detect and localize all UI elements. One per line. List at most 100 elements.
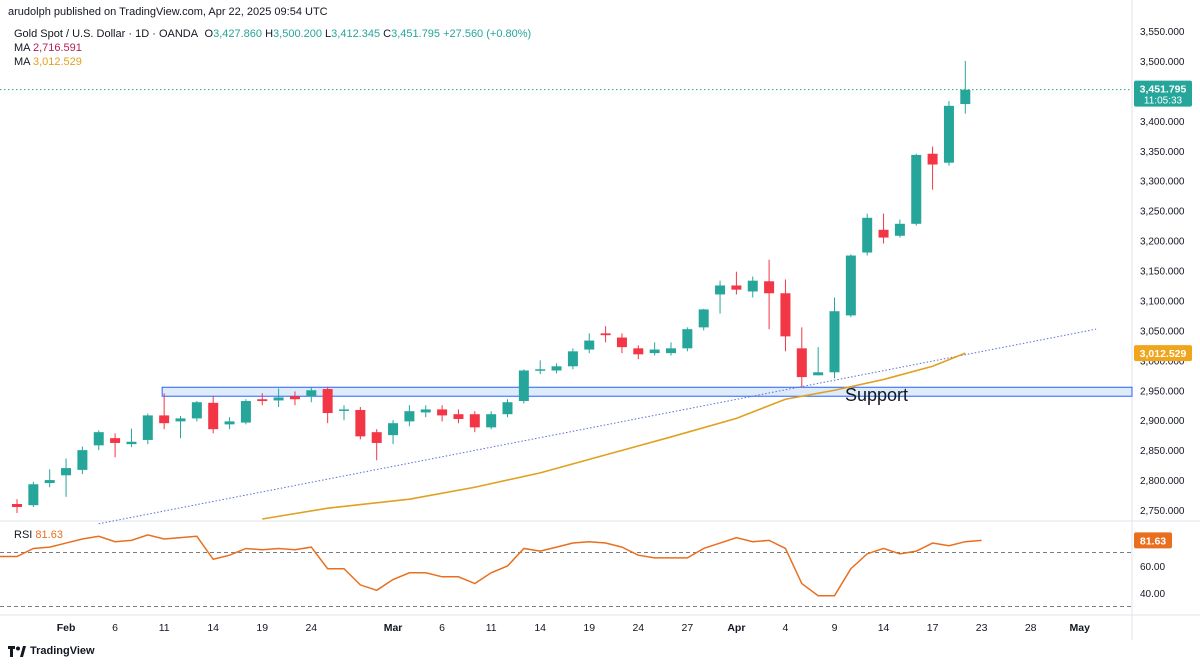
ma-long-label: MA — [14, 56, 30, 68]
candle-body — [616, 337, 627, 348]
candle-body — [224, 421, 235, 425]
rsi-line — [0, 534, 982, 597]
instrument-legend: Gold Spot / U.S. Dollar · 1D · OANDA O3,… — [14, 28, 532, 40]
candle — [845, 254, 856, 318]
candle-body — [142, 415, 153, 440]
price-tick-label: 3,550.000 — [1140, 27, 1185, 38]
candle-body — [77, 450, 88, 470]
price-tick-label: 2,750.000 — [1140, 506, 1185, 517]
grid-lines — [0, 0, 1200, 640]
support-zone — [161, 386, 1133, 397]
candle — [12, 499, 22, 513]
time-tick-label: 23 — [976, 622, 988, 634]
time-tick-label: 11 — [486, 622, 497, 634]
candle — [927, 146, 938, 190]
candle-body — [731, 285, 742, 290]
time-tick-label: 24 — [632, 622, 644, 634]
candle — [61, 458, 72, 497]
candle-body — [682, 329, 693, 349]
candle-body — [649, 349, 660, 354]
price-tick-label: 3,150.000 — [1140, 267, 1185, 278]
time-tick-label: Mar — [384, 622, 403, 634]
candle-body — [110, 438, 121, 443]
candle-body — [273, 397, 284, 401]
candle-body — [404, 411, 415, 422]
candle-body — [44, 480, 55, 484]
candle — [502, 399, 513, 418]
candle — [666, 342, 676, 356]
candle-body — [943, 105, 954, 163]
price-axis: 3,550.0003,500.0003,450.0003,400.0003,35… — [1134, 27, 1192, 600]
candle-body — [780, 293, 791, 337]
time-tick-label: 9 — [832, 622, 838, 634]
high-value: 3,500.200 — [273, 28, 322, 40]
time-tick-label: 19 — [256, 622, 268, 634]
high-label: H — [265, 28, 274, 40]
change-value: +27.560 (+0.80%) — [443, 28, 532, 40]
candle-body — [322, 389, 333, 414]
time-tick-label: 14 — [878, 622, 890, 634]
candle-body — [715, 285, 726, 295]
candle — [420, 405, 431, 418]
rsi-legend-value: 81.63 — [35, 529, 63, 541]
candle-body — [960, 89, 971, 105]
candle-body — [191, 402, 202, 419]
candle-body — [600, 333, 611, 336]
candle — [339, 405, 349, 421]
candle-body — [240, 401, 251, 423]
candle-body — [306, 390, 317, 397]
candle — [437, 405, 448, 422]
ma-long-value: 3,012.529 — [32, 56, 82, 68]
candle-body — [486, 414, 497, 428]
candle — [731, 271, 742, 295]
time-tick-label: 14 — [534, 622, 546, 634]
candle — [273, 388, 284, 408]
candle — [813, 347, 824, 376]
time-tick-label: 24 — [305, 622, 317, 634]
time-tick-label: 27 — [682, 622, 694, 634]
candle-body — [567, 351, 578, 367]
candle — [829, 297, 840, 379]
candle — [404, 405, 415, 427]
candle-body — [61, 468, 72, 476]
time-axis: Feb 6 11 14 19 24 Mar 6 11 14 19 24 27 Apr 4 9 14 17 23 28 M… — [57, 622, 1090, 634]
open-value: 3,427.860 — [213, 28, 263, 40]
rsi-value-text: 81.63 — [1140, 535, 1166, 547]
ma-long-line — [262, 352, 966, 520]
candle-body — [93, 432, 104, 446]
candle-body — [878, 229, 889, 238]
candle-body — [698, 309, 709, 328]
time-tick-label: Apr — [727, 622, 745, 634]
candle — [862, 213, 873, 256]
candle-body — [257, 399, 268, 402]
candle — [764, 259, 775, 330]
time-tick-label: 17 — [927, 622, 939, 634]
instrument-source: OANDA — [158, 28, 198, 40]
rsi-value-badge — [1134, 532, 1172, 549]
close-label: C — [383, 28, 392, 40]
candle — [257, 393, 268, 406]
candle-body — [355, 410, 366, 437]
footer-brand[interactable]: TradingView — [8, 645, 95, 657]
price-tick-label: 3,350.000 — [1140, 147, 1185, 158]
candle — [747, 276, 758, 298]
candle-body — [764, 281, 775, 294]
time-tick-label: 19 — [583, 622, 595, 634]
candle — [453, 409, 464, 424]
candle — [388, 420, 399, 445]
candle — [535, 360, 546, 375]
candle-body — [289, 396, 300, 400]
rsi-pane — [0, 534, 1132, 607]
time-tick-label: 6 — [112, 622, 118, 634]
candle-body — [453, 414, 464, 419]
candle — [551, 363, 562, 374]
candle — [796, 327, 807, 388]
candle-body — [469, 414, 480, 428]
candle-body — [518, 370, 529, 402]
candle — [584, 333, 595, 354]
candle — [486, 411, 497, 430]
candle-body — [796, 348, 807, 378]
ma-short-legend: MA 2,716.591 — [14, 42, 82, 54]
support-zone-rect — [161, 386, 1133, 397]
candle-body — [371, 432, 382, 443]
